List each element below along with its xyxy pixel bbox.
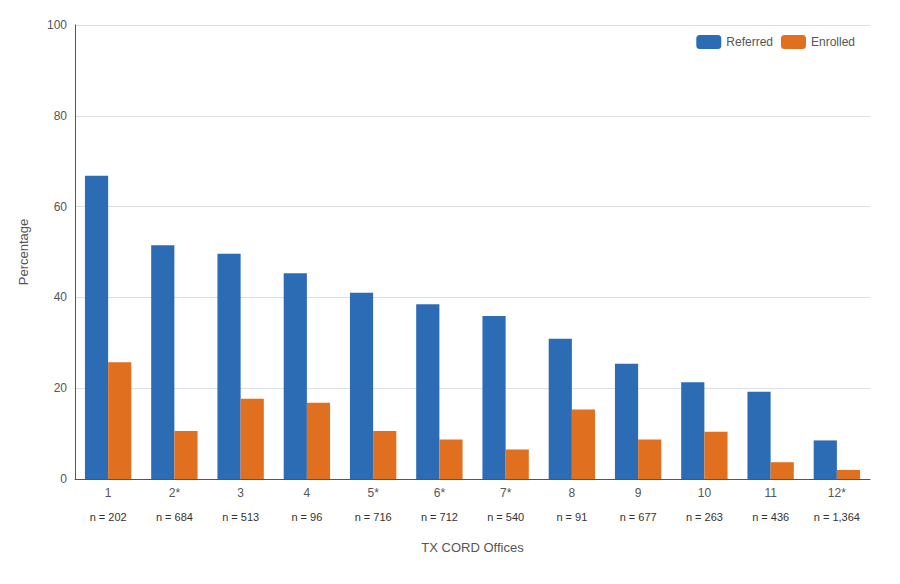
svg-text:100: 100 [47, 18, 67, 32]
svg-text:n = 677: n = 677 [620, 511, 657, 523]
svg-text:n = 202: n = 202 [90, 511, 127, 523]
svg-text:n = 91: n = 91 [556, 511, 587, 523]
svg-text:Enrolled: Enrolled [811, 35, 855, 49]
svg-text:1: 1 [105, 486, 112, 500]
svg-text:9: 9 [635, 486, 642, 500]
svg-text:n = 540: n = 540 [487, 511, 524, 523]
svg-text:n = 436: n = 436 [752, 511, 789, 523]
svg-text:n = 1,364: n = 1,364 [814, 511, 860, 523]
svg-text:TX CORD Offices: TX CORD Offices [421, 540, 524, 555]
svg-text:4: 4 [304, 486, 311, 500]
svg-text:6*: 6* [434, 486, 446, 500]
svg-text:20: 20 [54, 381, 68, 395]
svg-text:n = 513: n = 513 [222, 511, 259, 523]
svg-text:n = 96: n = 96 [291, 511, 322, 523]
svg-text:Percentage: Percentage [16, 219, 31, 286]
svg-text:60: 60 [54, 200, 68, 214]
svg-text:5*: 5* [367, 486, 379, 500]
svg-text:40: 40 [54, 290, 68, 304]
svg-text:n = 716: n = 716 [355, 511, 392, 523]
svg-text:10: 10 [698, 486, 712, 500]
svg-text:n = 263: n = 263 [686, 511, 723, 523]
svg-text:2*: 2* [169, 486, 181, 500]
svg-text:3: 3 [237, 486, 244, 500]
svg-text:0: 0 [60, 472, 67, 486]
svg-text:80: 80 [54, 109, 68, 123]
svg-text:Referred: Referred [726, 35, 773, 49]
svg-text:7*: 7* [500, 486, 512, 500]
svg-text:12*: 12* [828, 486, 846, 500]
svg-text:n = 684: n = 684 [156, 511, 193, 523]
svg-text:11: 11 [764, 486, 777, 500]
svg-text:8: 8 [569, 486, 576, 500]
svg-text:n = 712: n = 712 [421, 511, 458, 523]
